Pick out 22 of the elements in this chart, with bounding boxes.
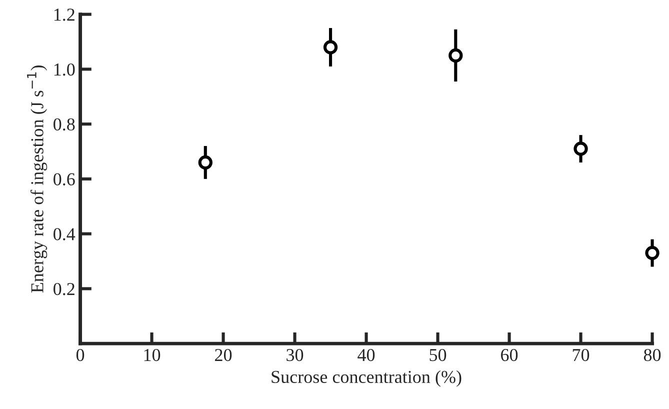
y-tick-label: 0.6 bbox=[54, 173, 75, 186]
x-tick-label: 40 bbox=[358, 348, 375, 362]
x-tick-label: 30 bbox=[286, 348, 304, 362]
x-tick-label: 80 bbox=[644, 348, 661, 362]
y-tick-label: 0.2 bbox=[54, 282, 74, 296]
x-tick-label: 50 bbox=[430, 348, 446, 362]
point bbox=[574, 142, 588, 156]
y-tick-label: 1.0 bbox=[54, 63, 75, 76]
y-tick-label: 0.4 bbox=[54, 228, 76, 240]
y-axis-title: Energy rate of ingestion (J s$^{−1}$) bbox=[27, 66, 48, 293]
x-tick-label: 0 bbox=[76, 348, 84, 362]
x-tick-label: 70 bbox=[572, 348, 590, 362]
y-tick-label: 1.2 bbox=[54, 8, 74, 21]
point bbox=[645, 246, 660, 260]
x-tick-label: 10 bbox=[144, 348, 160, 362]
x-axis-title: Sucrose concentration (%) bbox=[272, 370, 462, 387]
y-tick-label: 0.8 bbox=[54, 118, 75, 131]
point bbox=[198, 155, 212, 170]
point bbox=[448, 48, 463, 63]
point bbox=[323, 40, 338, 54]
x-tick-label: 20 bbox=[215, 348, 232, 362]
x-tick-label: 60 bbox=[501, 348, 518, 362]
